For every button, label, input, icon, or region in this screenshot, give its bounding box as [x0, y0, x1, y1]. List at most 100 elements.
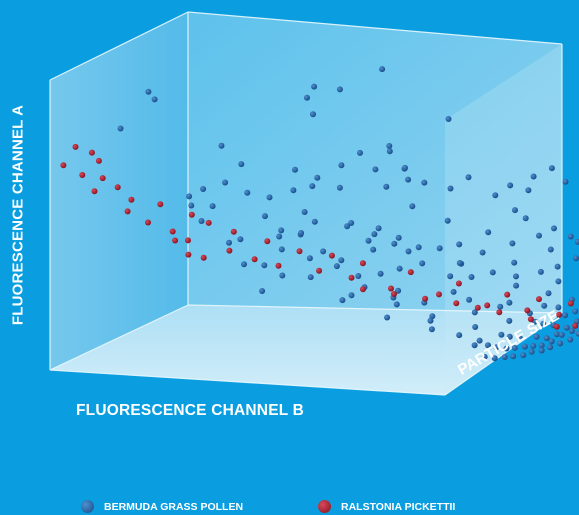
- pollen-point-76: [391, 240, 398, 247]
- pollen-point-161: [188, 202, 195, 209]
- pollen-point-98: [472, 324, 479, 330]
- pollen-point-100: [506, 333, 513, 340]
- pollen-point-104: [553, 331, 560, 338]
- pollen-point-3: [311, 83, 318, 90]
- pollen-point-134: [530, 342, 537, 349]
- ralstonia-point-30: [407, 269, 414, 276]
- pollen-point-36: [547, 246, 554, 253]
- ralstonia-point-6: [114, 184, 121, 191]
- pollen-point-162: [198, 218, 205, 224]
- pollen-point-18: [218, 142, 225, 149]
- front-face: [445, 44, 562, 395]
- ralstonia-point-29: [388, 285, 394, 292]
- pollen-point-25: [525, 187, 532, 194]
- legend: BERMUDA GRASS POLLEN RALSTONIA PICKETTII: [0, 497, 579, 515]
- ralstonia-point-50: [422, 295, 429, 302]
- pollen-point-8: [386, 143, 393, 149]
- pollen-point-151: [405, 176, 412, 183]
- pollen-point-33: [405, 248, 412, 255]
- ralstonia-point-36: [536, 296, 542, 303]
- pollen-point-53: [506, 299, 513, 306]
- pollen-point-79: [489, 269, 496, 276]
- pollen-point-154: [314, 174, 321, 181]
- ralstonia-point-45: [553, 323, 560, 330]
- pollen-point-48: [396, 265, 403, 272]
- ralstonia-point-38: [567, 300, 574, 307]
- pollen-point-176: [547, 344, 554, 351]
- pollen-point-2: [151, 96, 158, 103]
- points-layer: [60, 66, 579, 362]
- ralstonia-point-32: [455, 280, 462, 287]
- x-axis-label: FLUORESCENCE CHANNEL B: [76, 402, 305, 419]
- ralstonia-point-47: [496, 309, 503, 316]
- pollen-point-163: [226, 239, 232, 246]
- pollen-point-156: [266, 194, 273, 201]
- pollen-point-5: [336, 86, 343, 93]
- pollen-point-105: [563, 324, 570, 331]
- pollen-point-159: [200, 186, 207, 192]
- pollen-point-16: [383, 183, 390, 190]
- pollen-point-170: [491, 355, 498, 362]
- pollen-point-101: [516, 335, 523, 342]
- ralstonia-point-0: [60, 162, 67, 169]
- pollen-point-157: [244, 189, 251, 196]
- pollen-point-19: [238, 161, 245, 168]
- pollen-point-103: [543, 335, 550, 342]
- pollen-point-131: [503, 345, 510, 352]
- pollen-point-164: [261, 262, 268, 269]
- ralstonia-point-15: [185, 237, 191, 244]
- pollen-point-92: [306, 255, 313, 262]
- pollen-point-80: [513, 273, 519, 280]
- pollen-point-125: [393, 301, 400, 308]
- legend-item-ralstonia: RALSTONIA PICKETTII: [318, 500, 455, 513]
- pollen-point-83: [573, 255, 579, 262]
- pollen-point-148: [465, 174, 472, 181]
- pollen-point-138: [568, 328, 575, 334]
- pollen-point-127: [456, 332, 463, 339]
- pollen-point-169: [481, 353, 488, 360]
- ralstonia-point-23: [275, 262, 282, 269]
- ralstonia-point-46: [527, 316, 534, 323]
- legend-swatch-red: [318, 500, 331, 513]
- ralstonia-point-5: [95, 157, 102, 164]
- pollen-point-85: [562, 312, 569, 319]
- ralstonia-point-19: [226, 247, 233, 254]
- pollen-point-91: [377, 270, 384, 277]
- pollen-point-81: [537, 268, 544, 275]
- pollen-point-75: [365, 237, 372, 244]
- pollen-point-114: [509, 240, 516, 247]
- pollen-point-122: [298, 230, 305, 236]
- pollen-point-146: [530, 173, 537, 180]
- pollen-point-118: [371, 231, 378, 238]
- pollen-point-37: [574, 238, 579, 245]
- pollen-point-90: [450, 288, 457, 295]
- pollen-point-55: [555, 304, 562, 311]
- pollen-point-136: [548, 338, 555, 345]
- pollen-point-68: [279, 272, 286, 279]
- pollen-point-21: [309, 183, 316, 190]
- ralstonia-point-2: [79, 172, 86, 178]
- pollen-point-26: [548, 165, 555, 172]
- pollen-point-14: [512, 207, 518, 214]
- pollen-point-126: [427, 317, 434, 324]
- pollen-point-23: [444, 217, 451, 224]
- pollen-point-147: [507, 182, 514, 189]
- pollen-point-47: [447, 273, 454, 280]
- pollen-point-97: [429, 313, 436, 320]
- pollen-point-168: [471, 342, 478, 349]
- pollen-point-116: [436, 245, 443, 252]
- ralstonia-point-48: [474, 304, 481, 311]
- pollen-point-133: [521, 343, 528, 350]
- ralstonia-point-25: [316, 267, 323, 274]
- ralstonia-point-26: [328, 252, 335, 259]
- pollen-point-178: [567, 336, 574, 343]
- pollen-point-45: [419, 260, 426, 267]
- pollen-point-172: [510, 353, 517, 360]
- pollen-point-77: [415, 244, 422, 251]
- pollen-point-95: [355, 273, 362, 279]
- pollen-point-145: [562, 178, 569, 185]
- pollen-point-137: [558, 331, 565, 338]
- pollen-point-171: [501, 354, 508, 360]
- pollen-point-174: [528, 348, 535, 355]
- pollen-point-179: [575, 330, 579, 337]
